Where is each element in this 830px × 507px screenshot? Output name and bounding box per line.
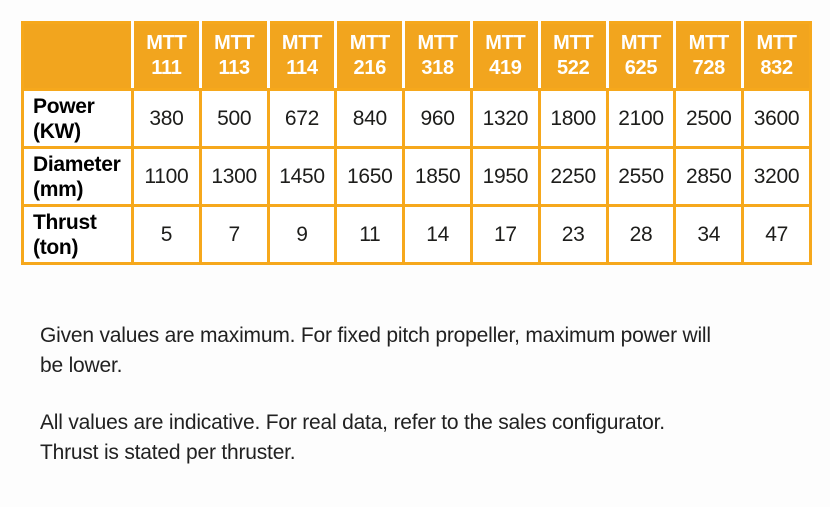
column-header-mtt-625: MTT 625 (605, 21, 677, 91)
cell-thrust-1: 7 (198, 204, 270, 265)
row-unit-text: (ton) (33, 235, 79, 259)
table-header: MTT 111 MTT 113 MTT 114 MTT 216 MTT 31 (21, 21, 812, 91)
note-indicative-values: All values are indicative. For real data… (40, 408, 790, 468)
cell-diameter-7: 2550 (605, 146, 677, 207)
column-prefix: MTT (417, 32, 458, 54)
cell-power-6: 1800 (537, 88, 609, 149)
row-label-thrust: Thrust (ton) (21, 204, 134, 265)
column-header-mtt-318: MTT 318 (402, 21, 473, 91)
column-prefix: MTT (756, 32, 797, 54)
column-header-mtt-216: MTT 216 (334, 21, 406, 91)
column-number: 625 (624, 57, 658, 79)
column-number: 111 (151, 57, 182, 79)
cell-thrust-3: 11 (334, 204, 406, 265)
column-number: 832 (760, 57, 793, 79)
cell-diameter-8: 2850 (673, 146, 745, 207)
column-prefix: MTT (620, 32, 662, 54)
note-line: All values are indicative. For real data… (40, 411, 665, 434)
row-label-text: Power (33, 94, 95, 118)
column-header-mtt-111: MTT 111 (131, 21, 202, 91)
cell-power-9: 3600 (741, 88, 812, 149)
cell-power-8: 2500 (673, 88, 745, 149)
cell-power-5: 1320 (469, 88, 541, 149)
cell-thrust-6: 23 (537, 204, 609, 265)
column-prefix: MTT (146, 32, 187, 54)
column-prefix: MTT (485, 32, 526, 54)
cell-diameter-0: 1100 (131, 146, 202, 207)
cell-thrust-0: 5 (131, 204, 202, 265)
row-unit-text: (mm) (33, 177, 84, 201)
cell-power-7: 2100 (605, 88, 677, 149)
note-line: Thrust is stated per thruster. (40, 441, 296, 464)
column-prefix: MTT (281, 32, 323, 54)
column-header-mtt-114: MTT 114 (266, 21, 338, 91)
note-line: be lower. (40, 354, 123, 377)
cell-diameter-4: 1850 (402, 146, 473, 207)
cell-power-0: 380 (131, 88, 202, 149)
cell-thrust-5: 17 (469, 204, 541, 265)
cell-diameter-3: 1650 (334, 146, 406, 207)
cell-thrust-8: 34 (673, 204, 745, 265)
column-header-mtt-522: MTT 522 (537, 21, 609, 91)
table-row-diameter: Diameter (mm) 1100 1300 1450 1650 1850 1… (21, 146, 812, 207)
column-prefix: MTT (349, 32, 391, 54)
column-prefix: MTT (214, 32, 255, 54)
cell-power-1: 500 (198, 88, 270, 149)
cell-diameter-6: 2250 (537, 146, 609, 207)
note-line: Given values are maximum. For fixed pitc… (40, 324, 711, 347)
column-number: 113 (218, 57, 251, 79)
cell-thrust-7: 28 (605, 204, 677, 265)
column-header-mtt-728: MTT 728 (673, 21, 745, 91)
row-label-text: Diameter (33, 152, 121, 176)
row-label-text: Thrust (33, 210, 97, 234)
column-number: 419 (489, 57, 522, 79)
column-prefix: MTT (688, 32, 730, 54)
cell-diameter-2: 1450 (266, 146, 338, 207)
cell-diameter-9: 3200 (741, 146, 812, 207)
row-label-diameter: Diameter (mm) (21, 146, 134, 207)
column-header-mtt-832: MTT 832 (741, 21, 812, 91)
column-number: 522 (556, 57, 590, 79)
column-number: 114 (286, 57, 318, 79)
column-number: 728 (692, 57, 726, 79)
column-number: 216 (353, 57, 387, 79)
cell-thrust-9: 47 (741, 204, 812, 265)
footnotes: Given values are maximum. For fixed pitc… (40, 321, 790, 495)
cell-thrust-4: 14 (402, 204, 473, 265)
thruster-spec-table-wrap: MTT 111 MTT 113 MTT 114 MTT 216 MTT 31 (21, 21, 812, 265)
column-number: 318 (421, 57, 454, 79)
table-body: Power (KW) 380 500 672 840 960 1320 1800… (21, 88, 812, 265)
table-row-thrust: Thrust (ton) 5 7 9 11 14 17 23 28 34 47 (21, 204, 812, 265)
row-unit-text: (KW) (33, 119, 81, 143)
thruster-spec-table: MTT 111 MTT 113 MTT 114 MTT 216 MTT 31 (21, 21, 812, 265)
row-label-power: Power (KW) (21, 88, 134, 149)
header-row: MTT 111 MTT 113 MTT 114 MTT 216 MTT 31 (21, 21, 812, 91)
cell-power-2: 672 (266, 88, 338, 149)
column-header-mtt-419: MTT 419 (469, 21, 541, 91)
cell-thrust-2: 9 (266, 204, 338, 265)
column-prefix: MTT (553, 32, 594, 54)
note-maximum-values: Given values are maximum. For fixed pitc… (40, 321, 790, 381)
table-corner-cell (21, 21, 134, 91)
cell-power-4: 960 (402, 88, 473, 149)
cell-diameter-1: 1300 (198, 146, 270, 207)
cell-power-3: 840 (334, 88, 406, 149)
cell-diameter-5: 1950 (469, 146, 541, 207)
column-header-mtt-113: MTT 113 (198, 21, 270, 91)
table-row-power: Power (KW) 380 500 672 840 960 1320 1800… (21, 88, 812, 149)
